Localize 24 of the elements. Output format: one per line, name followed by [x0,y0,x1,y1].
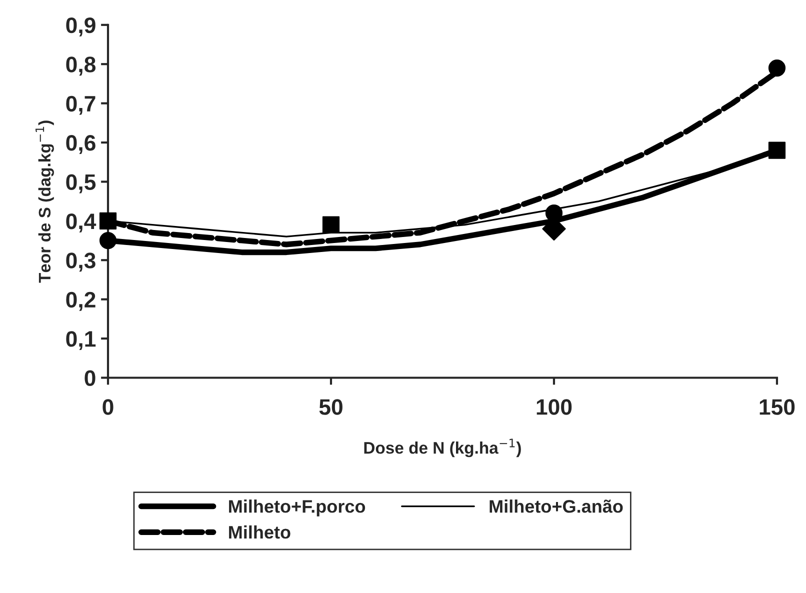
x-tick-label: 50 [319,399,342,415]
point [99,212,117,230]
y-tick-label: 0,9 [66,17,96,36]
legend-label: Milheto+F.porco [229,500,366,516]
y-tick-label: 0,5 [66,174,96,194]
y-tick-label: 0,2 [66,292,96,311]
point [99,232,117,250]
x-axis-title: Dose de N (kg.ha$^{−1}$) [364,438,521,458]
point [322,216,340,234]
y-tick-label: 0,4 [66,213,96,232]
y-tick-label: 0 [84,370,96,386]
y-tick-label: 0,7 [66,96,96,115]
y-tick-label: 0,8 [66,56,96,76]
x-tick-label: 0 [102,399,114,415]
legend-label: Milheto+G.anão [490,500,623,513]
y-tick-label: 0,6 [66,135,96,154]
point [768,142,786,159]
x-tick-label: 100 [536,399,572,415]
y-tick-label: 0,3 [66,252,96,272]
y-axis-title: Teor de S (dag.kg$^{−1}$) [36,120,54,283]
legend-label: Milheto [229,525,290,539]
y-tick-label: 0,1 [66,331,96,350]
x-tick-label: 150 [760,399,795,415]
point [768,59,786,77]
